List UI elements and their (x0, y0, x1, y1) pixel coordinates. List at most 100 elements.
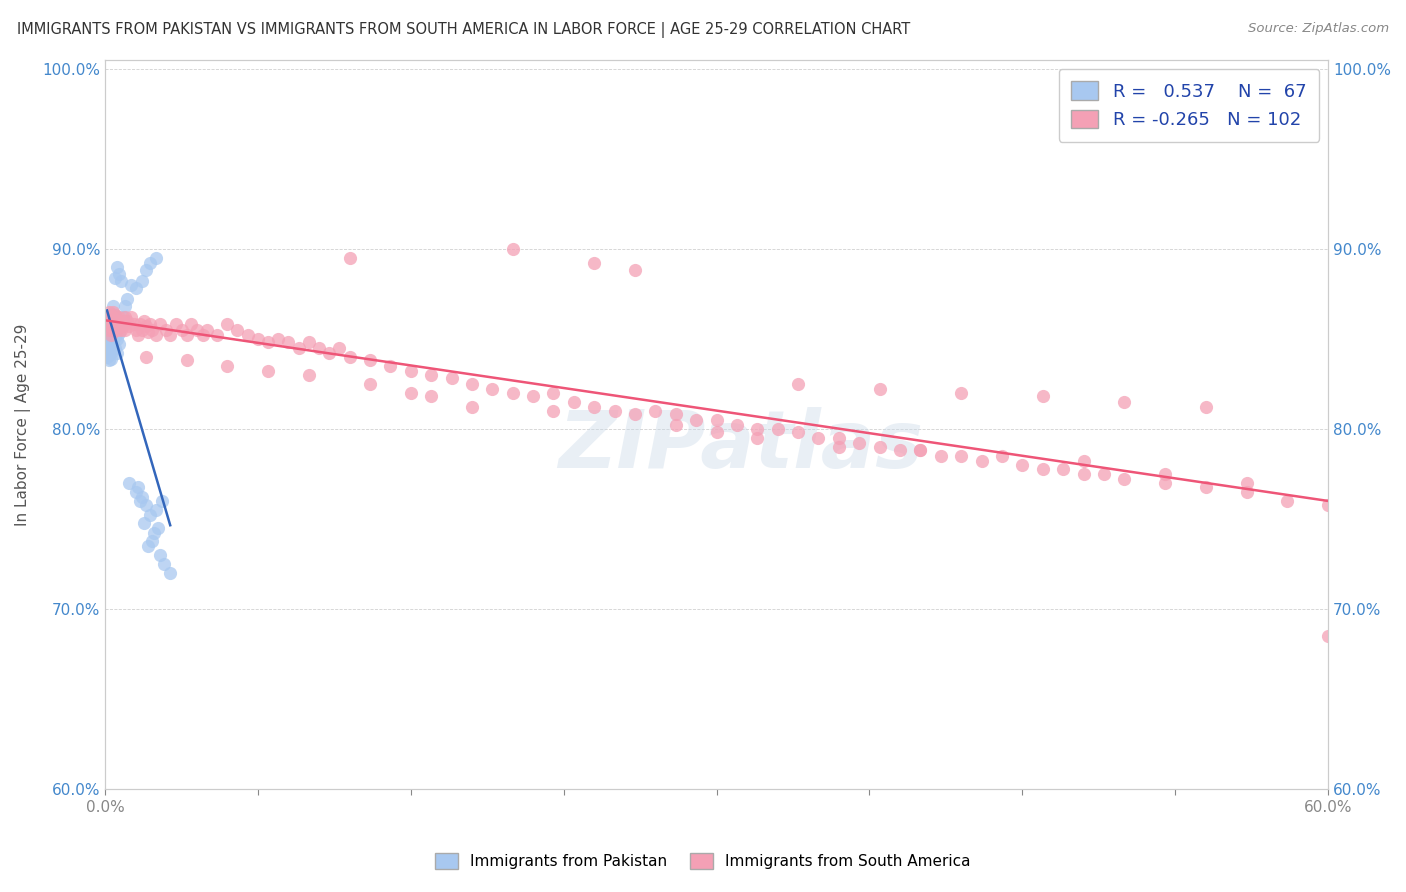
Point (105, 332, 128, 346)
Point (105, 321, 128, 335)
Point (108, 319, 131, 334)
Point (96, 328, 118, 343)
Point (110, 274, 132, 288)
Point (139, 508, 162, 523)
Point (105, 346, 128, 360)
Point (1032, 389, 1054, 403)
Point (583, 401, 606, 415)
Point (481, 382, 503, 396)
Point (101, 299, 124, 313)
Point (142, 526, 165, 541)
Point (186, 323, 208, 337)
Point (1317, 629, 1340, 643)
Point (583, 256, 606, 270)
Point (135, 350, 157, 364)
Point (828, 431, 851, 445)
Point (644, 404, 666, 418)
Point (135, 498, 157, 512)
Point (96, 318, 118, 332)
Point (1195, 401, 1218, 415)
Point (132, 314, 155, 328)
Point (267, 332, 290, 346)
Point (100, 343, 122, 357)
Point (440, 371, 463, 385)
Point (1073, 454, 1095, 468)
Point (104, 270, 127, 285)
Point (747, 422, 769, 436)
Point (828, 440, 851, 454)
Point (146, 521, 169, 535)
Point (665, 408, 688, 422)
Point (100, 319, 122, 334)
Point (1114, 472, 1136, 486)
Point (110, 314, 132, 328)
Point (195, 323, 218, 337)
Point (257, 335, 280, 350)
Point (328, 341, 350, 355)
Point (287, 341, 309, 355)
Point (98, 323, 121, 337)
Point (136, 325, 159, 339)
Point (226, 323, 249, 337)
Point (766, 422, 789, 436)
Point (308, 341, 330, 355)
Point (176, 328, 198, 343)
Point (101, 305, 124, 319)
Point (298, 335, 321, 350)
Point (420, 368, 443, 382)
Point (98, 305, 121, 319)
Point (131, 274, 153, 288)
Point (135, 263, 157, 277)
Point (96, 341, 118, 355)
Point (114, 310, 136, 325)
Point (100, 334, 122, 348)
Point (108, 267, 131, 281)
Point (1032, 461, 1054, 475)
Point (100, 339, 122, 353)
Point (131, 323, 153, 337)
Point (205, 328, 228, 343)
Point (98, 314, 121, 328)
Point (96, 335, 118, 350)
Point (98, 332, 121, 346)
Point (108, 326, 131, 341)
Point (98, 318, 121, 332)
Point (131, 491, 153, 505)
Point (624, 408, 647, 422)
Point (117, 292, 139, 306)
Point (318, 346, 340, 360)
Point (105, 323, 128, 337)
Y-axis label: In Labor Force | Age 25-29: In Labor Force | Age 25-29 (15, 323, 31, 525)
Point (624, 263, 647, 277)
Point (787, 425, 810, 440)
Point (124, 281, 146, 295)
Point (139, 318, 162, 332)
Point (1317, 498, 1340, 512)
Point (101, 314, 124, 328)
Point (1073, 467, 1095, 481)
Point (172, 323, 194, 337)
Point (380, 359, 402, 373)
Point (399, 364, 422, 378)
Point (98, 353, 121, 368)
Point (128, 318, 150, 332)
Point (139, 256, 162, 270)
Point (420, 389, 443, 403)
Point (101, 323, 124, 337)
Point (1011, 458, 1033, 472)
Point (101, 335, 124, 350)
Point (121, 310, 143, 325)
Point (100, 323, 122, 337)
Point (522, 389, 544, 403)
Point (127, 479, 149, 493)
Point (339, 251, 361, 265)
Point (118, 475, 141, 490)
Point (100, 312, 122, 326)
Point (104, 319, 127, 334)
Point (725, 418, 748, 433)
Point (910, 443, 932, 458)
Point (118, 319, 141, 334)
Point (101, 325, 124, 339)
Point (889, 443, 911, 458)
Point (108, 310, 131, 325)
